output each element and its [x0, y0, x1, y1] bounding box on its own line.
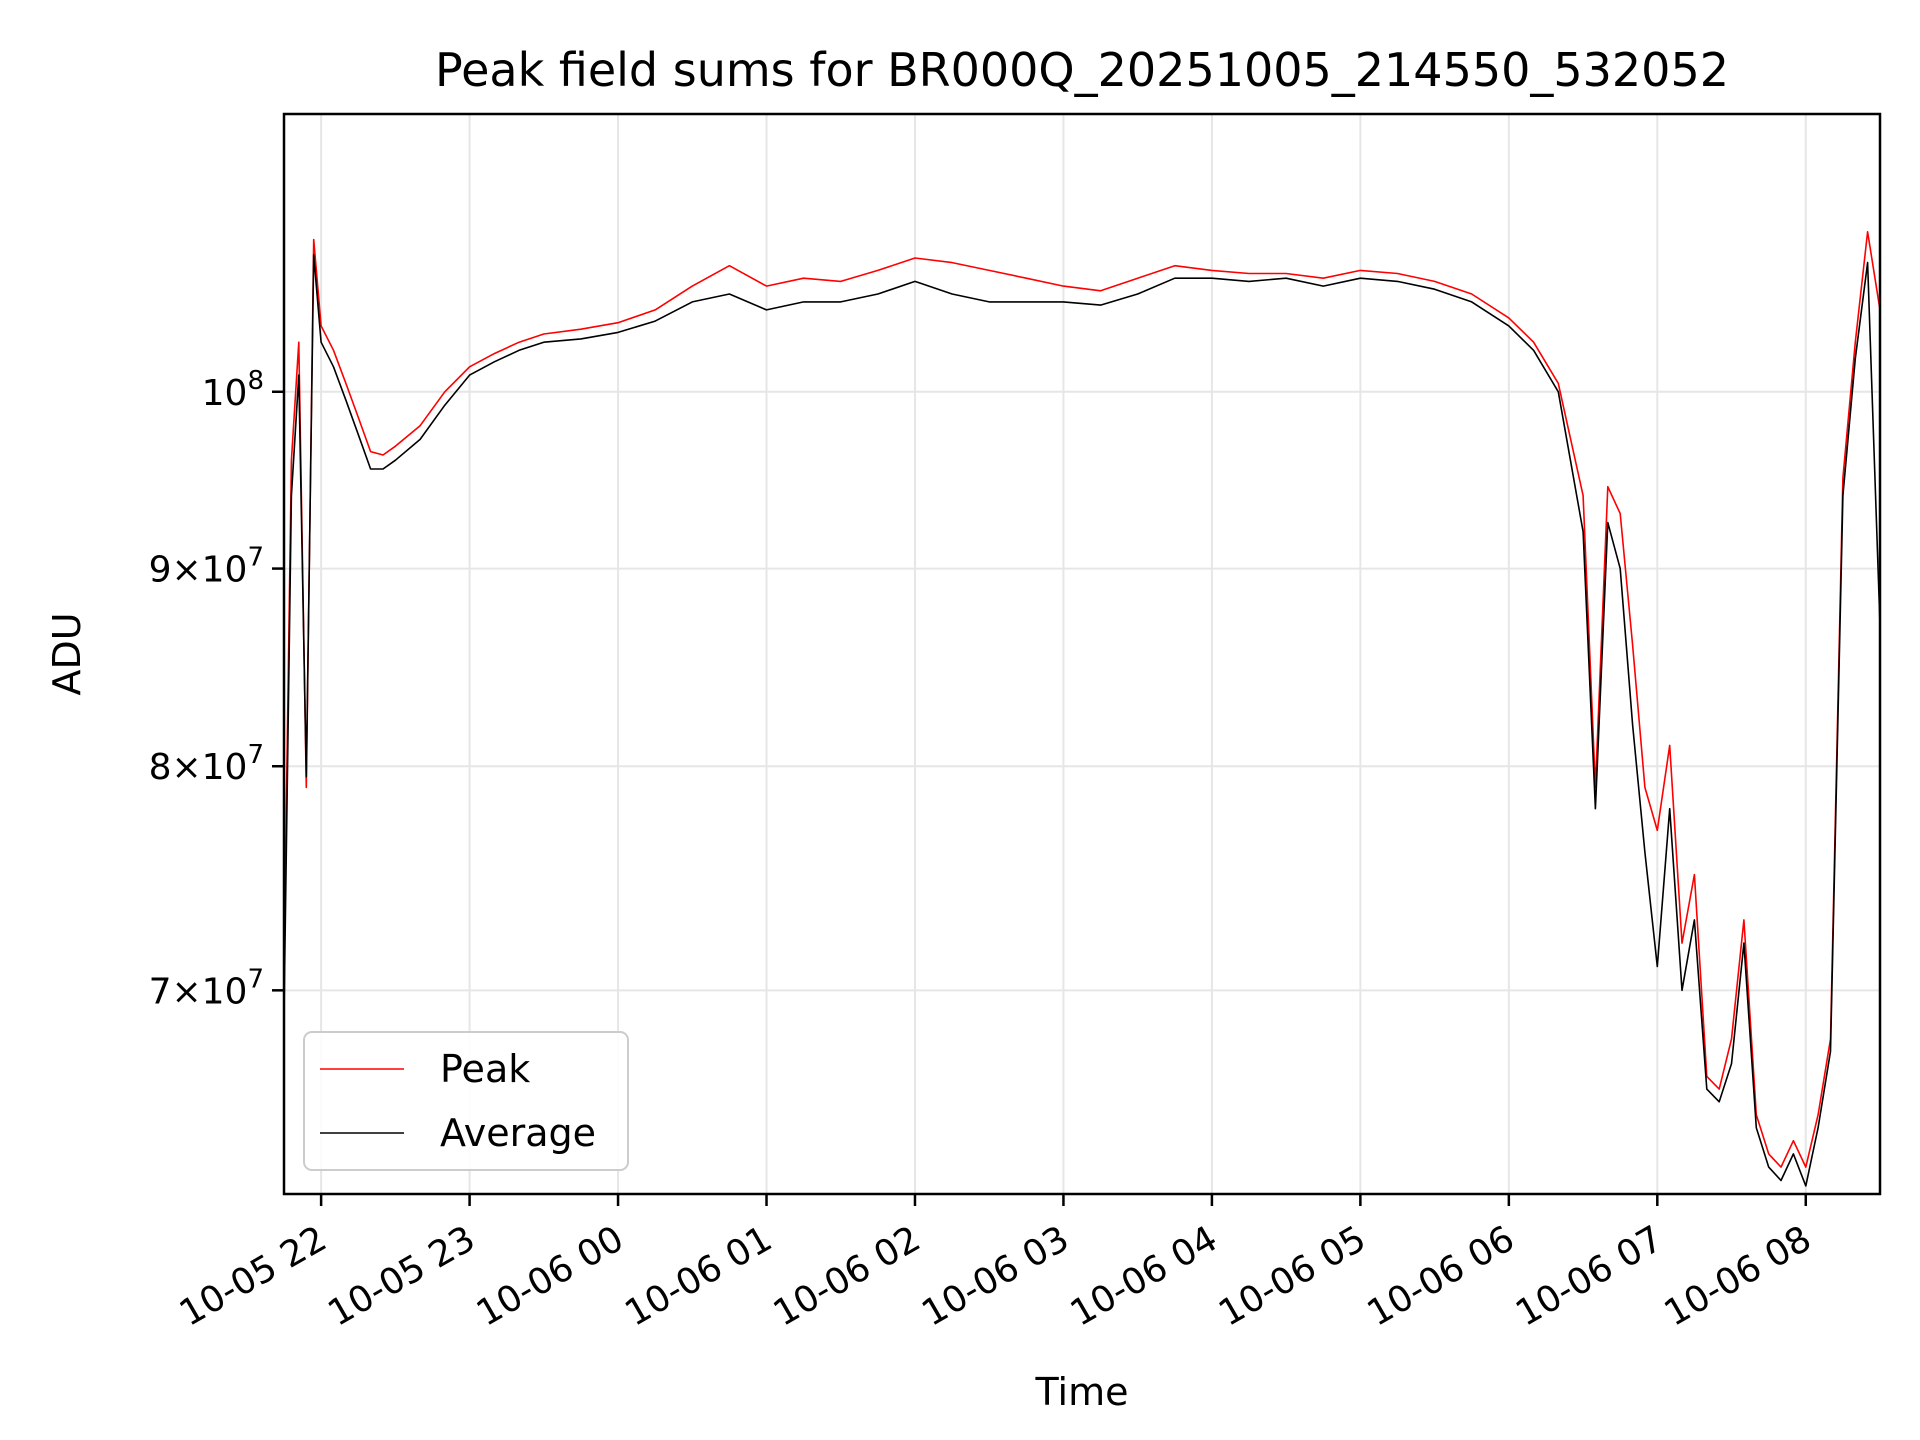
- chart-title: Peak field sums for BR000Q_20251005_2145…: [435, 43, 1729, 97]
- y-tick-label: 7×107: [149, 964, 264, 1012]
- legend-box: [303, 1031, 629, 1171]
- x-tick-label: 10-06 08: [1658, 1218, 1819, 1334]
- plot-frame: [282, 112, 1882, 1196]
- y-axis-label: ADU: [45, 612, 89, 695]
- grid-layer: [284, 114, 1880, 1194]
- x-tick-label: 10-05 23: [321, 1218, 482, 1334]
- y-tick-label: 8×107: [149, 740, 264, 788]
- legend: Peak Average: [303, 1031, 629, 1171]
- x-tick-label: 10-06 03: [915, 1218, 1076, 1334]
- x-tick-label: 10-06 06: [1361, 1218, 1522, 1334]
- series-line-average: [284, 254, 1880, 1187]
- legend-label-average: Average: [440, 1111, 596, 1155]
- x-tick-label: 10-06 00: [470, 1218, 631, 1334]
- x-tick-label: 10-05 22: [173, 1218, 334, 1334]
- series-layer: [284, 231, 1880, 1187]
- x-tick-label: 10-06 05: [1212, 1218, 1373, 1334]
- x-tick-label: 10-06 01: [618, 1218, 779, 1334]
- x-tick-label: 10-06 04: [1064, 1218, 1225, 1334]
- y-tick-label: 9×107: [149, 543, 264, 591]
- y-tick-label: 108: [202, 366, 264, 414]
- series-line-peak: [284, 231, 1880, 1168]
- x-tick-label: 10-06 07: [1509, 1218, 1670, 1334]
- legend-label-peak: Peak: [440, 1047, 530, 1091]
- x-axis-label: Time: [1035, 1370, 1129, 1414]
- x-tick-label: 10-06 02: [767, 1218, 928, 1334]
- y-axis-ticks: 7×107 8×107 9×107 108: [149, 366, 284, 1012]
